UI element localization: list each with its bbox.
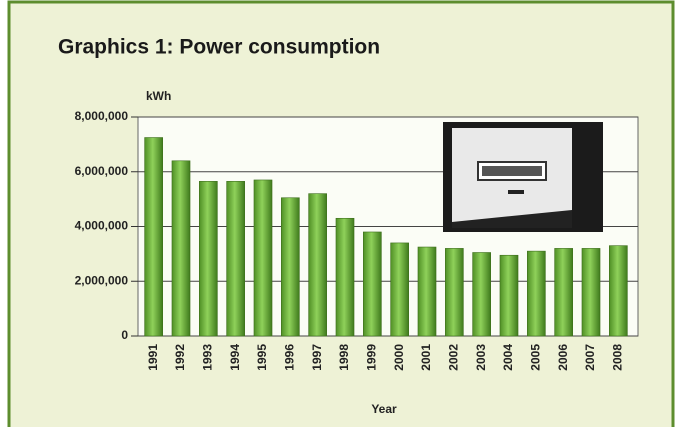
chart: Graphics 1: Power consumption kWh Year 0… bbox=[0, 0, 681, 427]
bar bbox=[172, 161, 190, 336]
x-tick-label: 1993 bbox=[201, 344, 215, 371]
x-tick-label: 2004 bbox=[501, 344, 515, 371]
bar bbox=[281, 198, 299, 336]
bar bbox=[336, 218, 354, 336]
x-tick-label: 1995 bbox=[255, 344, 269, 371]
bar bbox=[145, 138, 163, 336]
bar bbox=[391, 243, 409, 336]
y-tick-label: 0 bbox=[121, 328, 128, 342]
chart-title: Graphics 1: Power consumption bbox=[58, 36, 380, 59]
bar bbox=[473, 253, 491, 336]
x-tick-label: 2002 bbox=[447, 344, 461, 371]
bar bbox=[609, 246, 627, 336]
x-tick-label: 1994 bbox=[228, 344, 242, 371]
bar bbox=[227, 181, 245, 336]
bar bbox=[363, 232, 381, 336]
bar bbox=[254, 180, 272, 336]
x-tick-label: 2005 bbox=[529, 344, 543, 371]
bar bbox=[309, 194, 327, 336]
bar bbox=[555, 248, 573, 336]
y-tick-label: 8,000,000 bbox=[75, 109, 129, 123]
x-tick-label: 1996 bbox=[283, 344, 297, 371]
x-tick-label: 1997 bbox=[310, 344, 324, 371]
bar bbox=[418, 247, 436, 336]
x-tick-label: 1999 bbox=[365, 344, 379, 371]
y-tick-label: 2,000,000 bbox=[75, 273, 129, 287]
x-tick-label: 2001 bbox=[419, 344, 433, 371]
x-tick-label: 2008 bbox=[611, 344, 625, 371]
y-tick-label: 4,000,000 bbox=[75, 219, 129, 233]
bar bbox=[582, 248, 600, 336]
bar bbox=[527, 251, 545, 336]
x-tick-label: 1998 bbox=[337, 344, 351, 371]
x-tick-label: 1991 bbox=[146, 344, 160, 371]
x-tick-label: 2003 bbox=[474, 344, 488, 371]
bar bbox=[199, 181, 217, 336]
x-tick-label: 1992 bbox=[173, 344, 187, 371]
bar bbox=[500, 255, 518, 336]
x-axis-label: Year bbox=[371, 402, 397, 416]
x-tick-label: 2000 bbox=[392, 344, 406, 371]
x-tick-label: 2006 bbox=[556, 344, 570, 371]
y-tick-label: 6,000,000 bbox=[75, 164, 129, 178]
meter-photo bbox=[443, 122, 603, 232]
bar bbox=[445, 248, 463, 336]
y-axis-label: kWh bbox=[146, 89, 171, 103]
x-tick-label: 2007 bbox=[583, 344, 597, 371]
